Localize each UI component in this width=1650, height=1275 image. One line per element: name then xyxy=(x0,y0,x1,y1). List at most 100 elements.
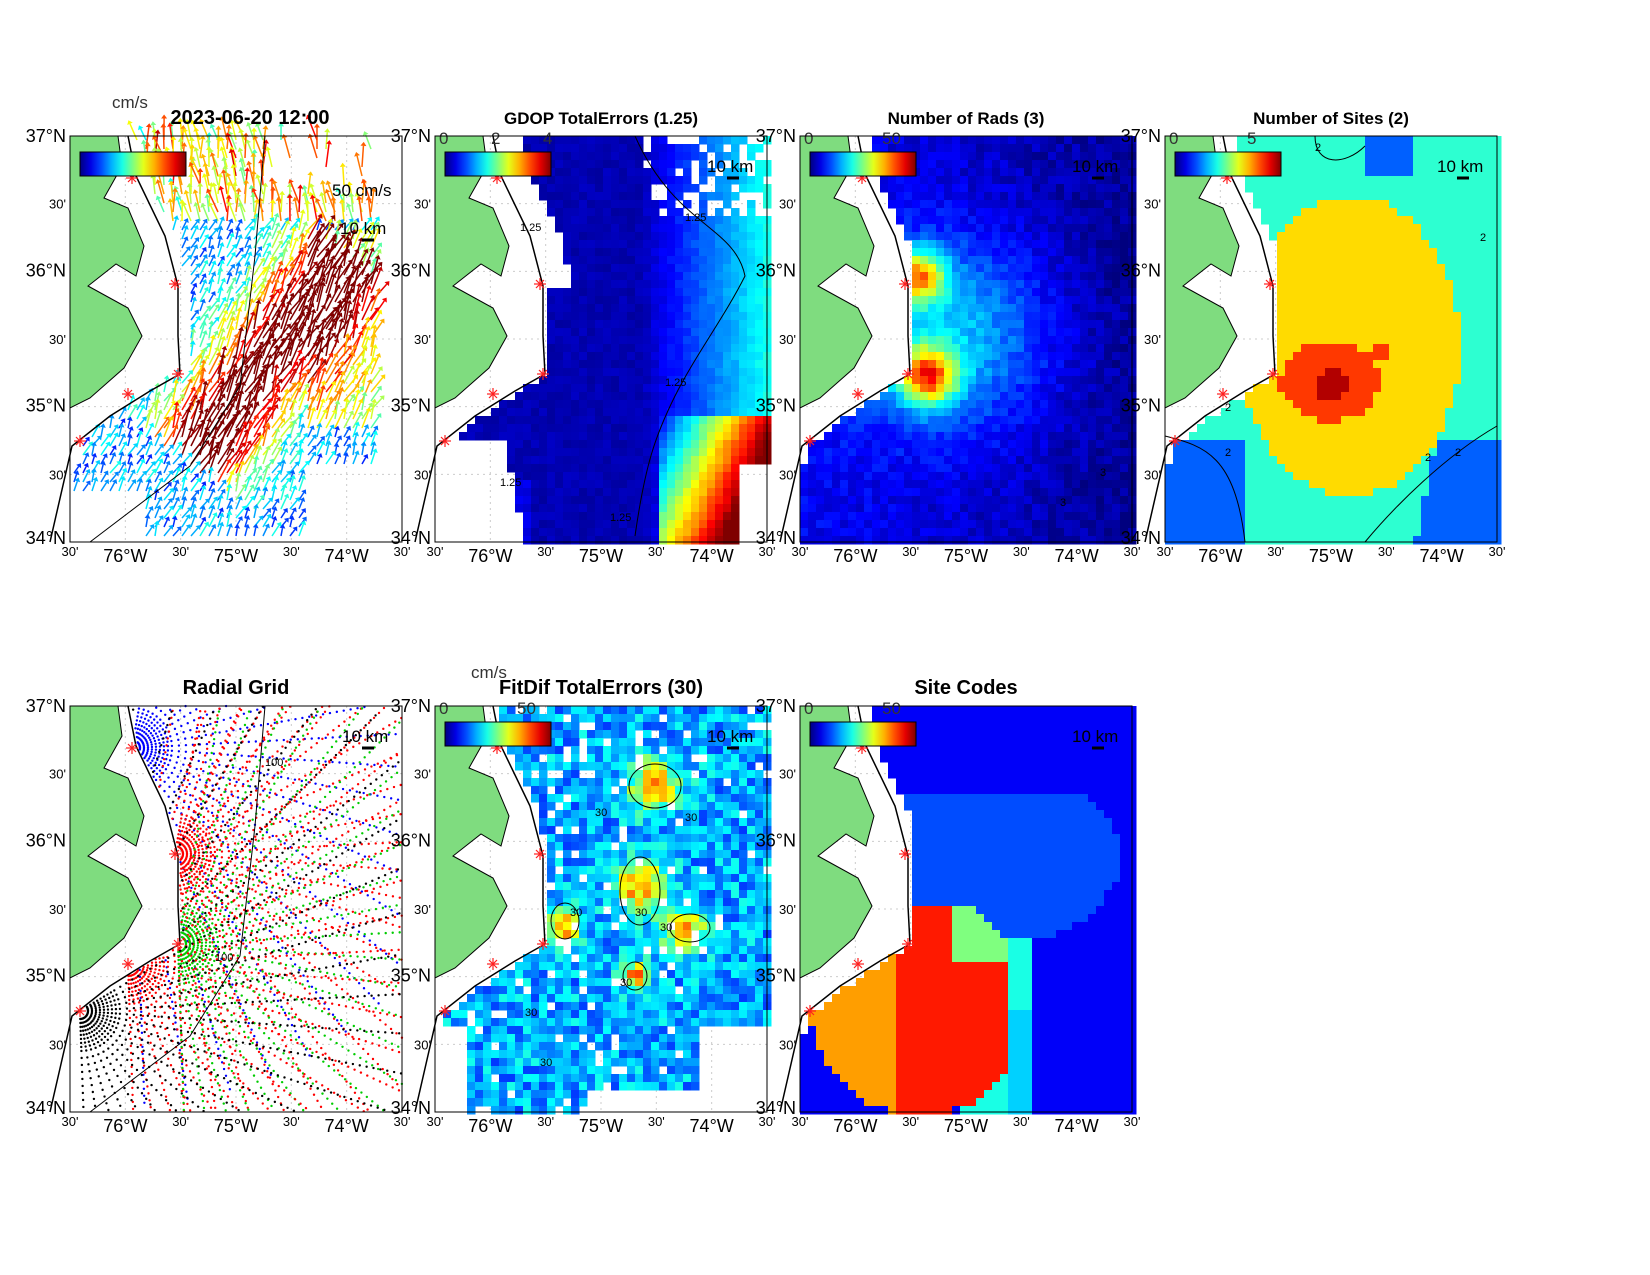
heatmap-cell xyxy=(920,472,929,481)
heatmap-cell xyxy=(1096,296,1105,305)
heatmap-cell xyxy=(1048,320,1057,329)
heatmap-cell xyxy=(571,512,580,521)
heatmap-cell xyxy=(952,520,961,529)
heatmap-cell xyxy=(1112,328,1121,337)
heatmap-cell xyxy=(1461,288,1470,297)
heatmap-cell xyxy=(643,512,652,521)
heatmap-cell xyxy=(683,352,692,361)
heatmap-cell xyxy=(944,392,953,401)
heatmap-cell xyxy=(824,504,833,513)
heatmap-cell xyxy=(1365,232,1374,241)
current-vector xyxy=(334,452,342,465)
heatmap-cell xyxy=(555,216,564,225)
heatmap-cell xyxy=(683,416,692,425)
current-vector xyxy=(253,381,262,411)
heatmap-cell xyxy=(1040,152,1049,161)
heatmap-cell xyxy=(1048,416,1057,425)
heatmap-cell xyxy=(1016,456,1025,465)
heatmap-cell xyxy=(1485,192,1494,201)
heatmap-cell xyxy=(555,472,564,481)
heatmap-cell xyxy=(563,200,572,209)
heatmap-cell xyxy=(531,448,540,457)
heatmap-cell xyxy=(1317,296,1326,305)
heatmap-cell xyxy=(872,528,881,537)
heatmap-cell xyxy=(1381,264,1390,273)
heatmap-cell xyxy=(1096,240,1105,249)
heatmap-cell xyxy=(840,536,849,545)
heatmap-cell xyxy=(1040,440,1049,449)
heatmap-cell xyxy=(976,216,985,225)
heatmap-cell xyxy=(1349,288,1358,297)
heatmap-cell xyxy=(683,184,692,193)
current-vector xyxy=(163,470,173,483)
heatmap-cell xyxy=(968,160,977,169)
heatmap-cell xyxy=(1072,536,1081,545)
heatmap-cell xyxy=(1349,280,1358,289)
heatmap-cell xyxy=(856,432,865,441)
heatmap-cell xyxy=(691,360,700,369)
heatmap-cell xyxy=(1056,328,1065,337)
heatmap-cell xyxy=(1437,160,1446,169)
heatmap-cell xyxy=(1088,136,1097,145)
heatmap-cell xyxy=(691,272,700,281)
heatmap-cell xyxy=(651,256,660,265)
heatmap-cell xyxy=(1000,136,1009,145)
heatmap-cell xyxy=(1072,200,1081,209)
heatmap-cell xyxy=(824,448,833,457)
heatmap-cell xyxy=(643,312,652,321)
heatmap-cell xyxy=(976,360,985,369)
heatmap-cell xyxy=(531,456,540,465)
heatmap-cell xyxy=(739,248,748,257)
heatmap-cell xyxy=(936,480,945,489)
current-vector xyxy=(199,313,209,330)
heatmap-cell xyxy=(1000,440,1009,449)
current-vector xyxy=(343,383,360,402)
current-vector xyxy=(352,450,360,465)
heatmap-cell xyxy=(563,376,572,385)
heatmap-cell xyxy=(595,336,604,345)
heatmap-cell xyxy=(936,200,945,209)
heatmap-cell xyxy=(992,528,1001,537)
heatmap-cell xyxy=(739,320,748,329)
heatmap-cell xyxy=(683,456,692,465)
heatmap-cell xyxy=(896,408,905,417)
current-vector xyxy=(217,521,225,537)
heatmap-cell xyxy=(611,312,620,321)
heatmap-cell xyxy=(1016,264,1025,273)
heatmap-cell xyxy=(1000,248,1009,257)
heatmap-cell xyxy=(595,216,604,225)
heatmap-cell xyxy=(1056,352,1065,361)
heatmap-cell xyxy=(1301,152,1310,161)
heatmap-cell xyxy=(571,360,580,369)
heatmap-cell xyxy=(1461,320,1470,329)
heatmap-cell xyxy=(1048,152,1057,161)
current-vector xyxy=(199,330,208,348)
heatmap-cell xyxy=(1104,312,1113,321)
heatmap-cell xyxy=(555,336,564,345)
heatmap-cell xyxy=(747,152,756,161)
site-marker-icon xyxy=(439,435,451,447)
current-vector xyxy=(280,483,288,501)
heatmap-cell xyxy=(1072,272,1081,281)
heatmap-cell xyxy=(920,280,929,289)
heatmap-cell xyxy=(904,184,913,193)
heatmap-cell xyxy=(619,144,628,153)
heatmap-cell xyxy=(832,528,841,537)
current-vector xyxy=(253,277,267,294)
heatmap-cell xyxy=(896,200,905,209)
heatmap-cell xyxy=(1024,232,1033,241)
heatmap-cell xyxy=(944,152,953,161)
heatmap-cell xyxy=(936,192,945,201)
heatmap-cell xyxy=(984,472,993,481)
heatmap-cell xyxy=(611,456,620,465)
heatmap-cell xyxy=(467,432,476,441)
heatmap-cell xyxy=(747,328,756,337)
heatmap-cell xyxy=(723,320,732,329)
heatmap-cell xyxy=(1413,176,1422,185)
current-vector xyxy=(190,513,198,528)
heatmap-cell xyxy=(1032,440,1041,449)
heatmap-cell xyxy=(1317,216,1326,225)
heatmap-cell xyxy=(968,392,977,401)
heatmap-cell xyxy=(928,400,937,409)
heatmap-cell xyxy=(904,224,913,233)
